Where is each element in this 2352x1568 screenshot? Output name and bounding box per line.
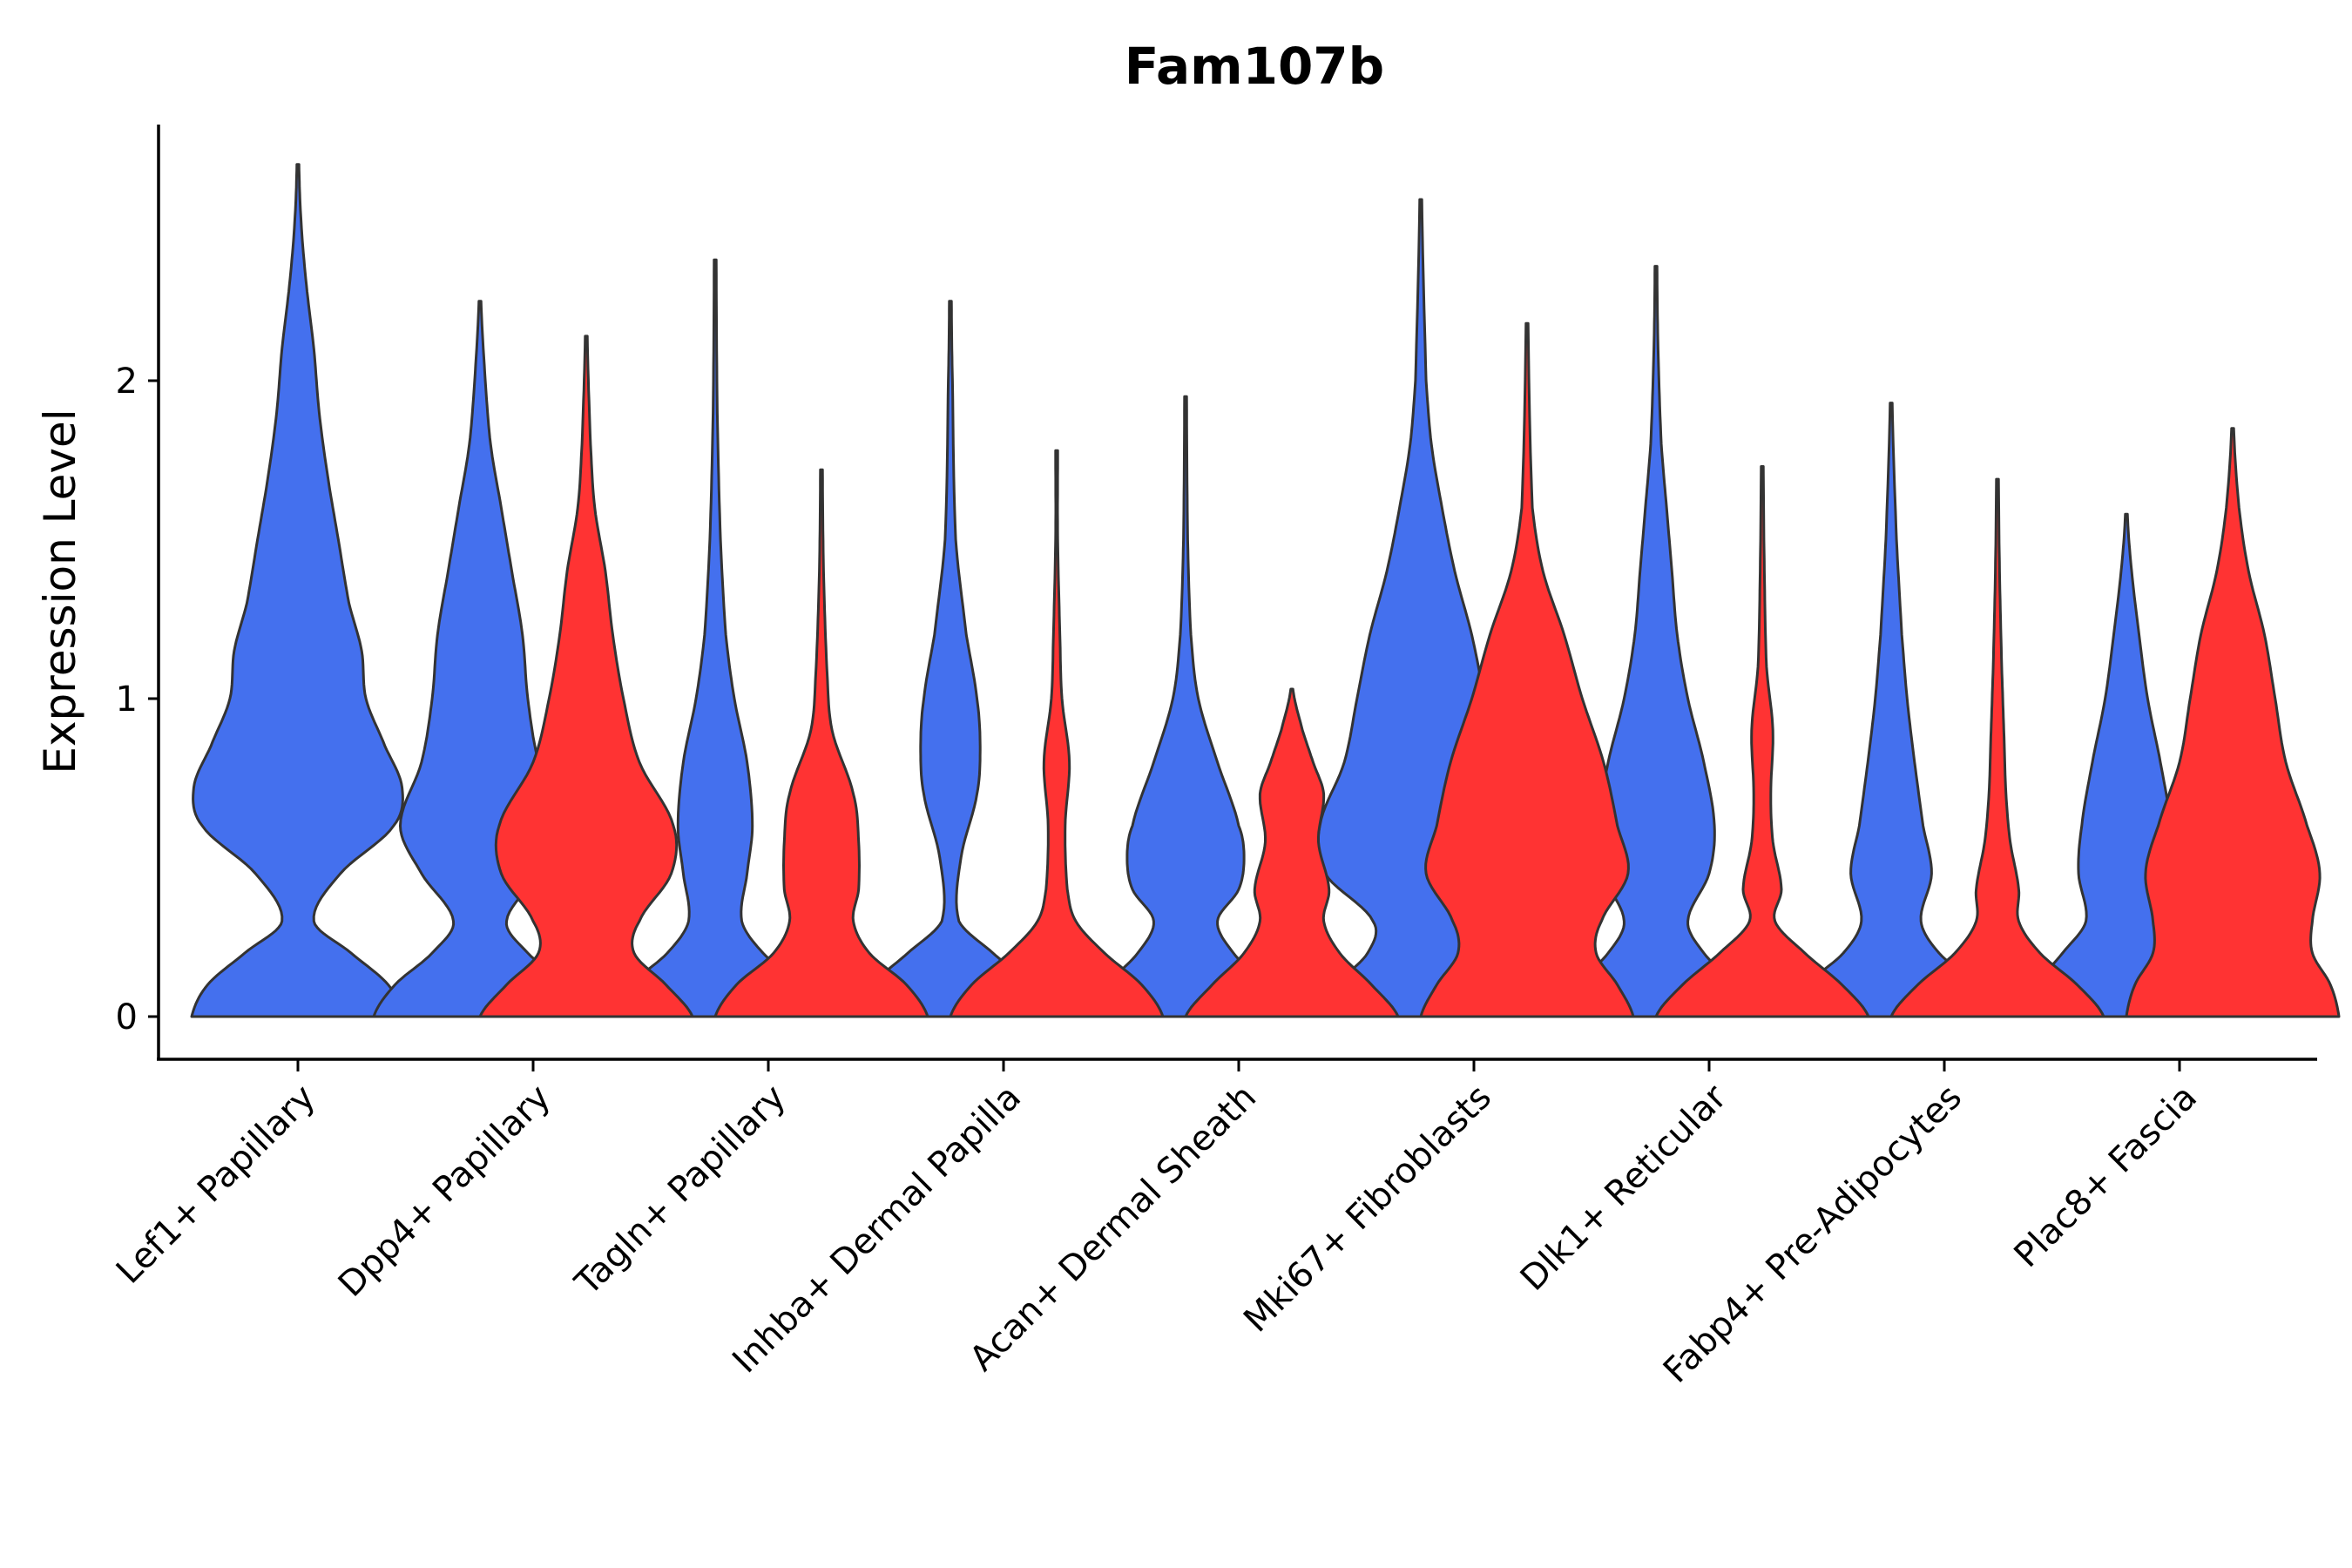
- violin-group2-acan-dermal-sheath: [1184, 687, 1400, 1018]
- axes-layer: [157, 125, 2317, 1061]
- violin-group2-mki67-fibroblasts: [1419, 321, 1635, 1018]
- violin-group1-tagln-papillary: [607, 258, 823, 1018]
- violin-group2-inhba-dermal-papilla: [949, 449, 1165, 1018]
- chart-title: Fam107b: [1125, 37, 1384, 96]
- x-tick-label-mki67-fibroblasts: Mki67+ Fibroblasts: [1236, 1078, 1499, 1341]
- x-tick-label-plac8-fascia: Plac8+ Fascia: [2007, 1078, 2206, 1276]
- x-tick-label-lef1-papillary: Lef1+ Papillary: [109, 1078, 323, 1292]
- x-tick-label-dlk1-reticular: Dlk1+ Reticular: [1513, 1077, 1735, 1299]
- violins-layer: [190, 163, 2341, 1018]
- y-axis-title: Expression Level: [35, 409, 85, 774]
- y-tick-label-1: 1: [116, 679, 138, 720]
- y-tick-label-0: 0: [116, 997, 138, 1037]
- violin-group2-tagln-papillary: [713, 468, 929, 1018]
- x-ticks-layer: Lef1+ Papillary Dpp4+ Papillary Tagln+ Pap…: [109, 1059, 2205, 1391]
- violin-group2-fabp4-pre-adipocytes: [1889, 477, 2105, 1018]
- violin-group2-plac8-fascia: [2125, 427, 2341, 1018]
- violin-group1-inhba-dermal-papilla: [842, 300, 1058, 1018]
- violin-group1-lef1-papillary: [190, 163, 406, 1018]
- violin-group1-acan-dermal-sheath: [1078, 395, 1294, 1018]
- x-tick-label-tagln-papillary: Tagln+ Papillary: [567, 1078, 794, 1304]
- violin-group1-fabp4-pre-adipocytes: [1783, 402, 1999, 1018]
- violin-group2-dpp4-papillary: [478, 335, 694, 1018]
- x-tick-label-dpp4-papillary: Dpp4+ Papillary: [331, 1078, 558, 1305]
- y-tick-label-2: 2: [116, 362, 138, 402]
- violin-group2-dlk1-reticular: [1654, 465, 1870, 1018]
- y-ticks-layer: 0 1 2: [116, 362, 159, 1037]
